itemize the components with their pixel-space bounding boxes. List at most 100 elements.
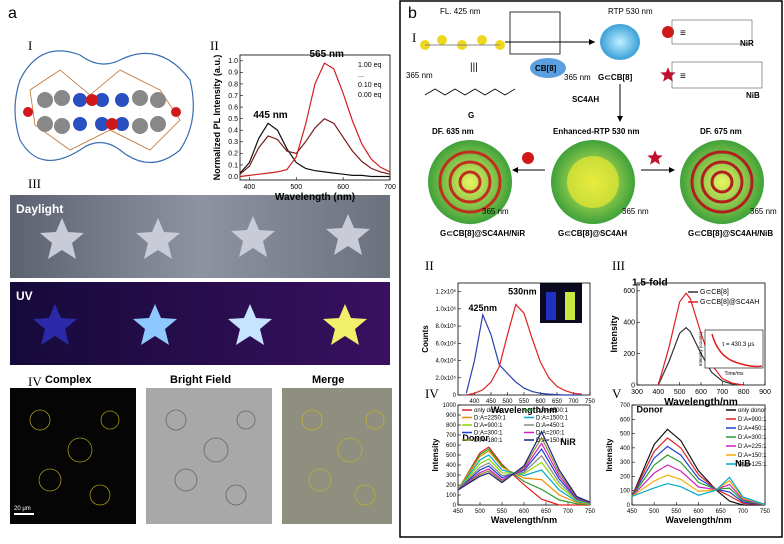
x-tick-label: 500 (649, 509, 660, 515)
series-line (457, 436, 591, 503)
x-axis-label: Wavelength/nm (491, 515, 557, 525)
annotation: Donor (636, 404, 663, 414)
schematic-text: 365 nm (622, 207, 649, 216)
scale-bar-label: 20 μm (14, 506, 31, 512)
schematic-text: RTP 530 nm (608, 7, 653, 16)
inset-text: Intensity (counts) (698, 331, 703, 366)
series-line (631, 454, 766, 506)
y-axis-label: Normalized PL Intensity (a.u.) (212, 55, 222, 181)
y-tick-label: 0.1 (228, 162, 238, 169)
legend-label: D:A=1500:1 (536, 416, 569, 422)
schematic-text: G⊂CB[8]@SC4AH (558, 229, 627, 238)
legend-label: D:A=150:1 (536, 438, 565, 444)
y-tick-label: 1000 (443, 403, 457, 409)
panel-label: II (210, 38, 219, 53)
y-tick-label: 400 (620, 446, 631, 452)
series-line (631, 428, 765, 506)
vial (546, 292, 556, 320)
series-line (239, 62, 391, 178)
y-tick-label: 0.0 (228, 174, 238, 181)
series-line (239, 122, 390, 178)
plot-frame (239, 54, 391, 181)
series-line (631, 464, 766, 506)
y-tick-label: 2.0x10⁵ (435, 375, 456, 382)
photo-label: Merge (312, 374, 344, 386)
y-tick-label: 400 (446, 463, 457, 469)
x-tick-label: 400 (244, 184, 256, 191)
panel-label: IV (425, 386, 439, 401)
molecular-structure (14, 50, 194, 163)
y-tick-label: 100 (620, 489, 631, 495)
annotation: Donor (462, 433, 489, 443)
panel-label: III (612, 258, 625, 273)
inset-text: τ = 430.3 μs (722, 342, 754, 348)
x-tick-label: 500 (674, 389, 686, 396)
x-tick-label: 550 (497, 509, 508, 515)
panel-border (399, 0, 783, 538)
y-tick-label: 0 (631, 382, 635, 389)
y-tick-label: 0.6 (228, 104, 238, 111)
y-tick-label: 300 (620, 460, 631, 466)
y-tick-label: 0.2 (228, 151, 238, 158)
panel-label: IV (28, 374, 42, 389)
schematic-text: Enhanced-RTP 530 nm (553, 127, 640, 136)
legend-label: D:A=180:1 (474, 438, 503, 444)
legend-label: G⊂CB[8] (700, 289, 729, 296)
y-tick-label: 600 (446, 443, 457, 449)
x-tick-label: 750 (585, 509, 596, 515)
x-tick-label: 550 (671, 509, 682, 515)
x-tick-label: 450 (486, 399, 497, 405)
x-axis-label: Wavelength/nm (665, 515, 731, 525)
panel-label: I (28, 38, 32, 53)
y-tick-label: 600 (620, 417, 631, 423)
x-tick-label: 700 (384, 184, 396, 191)
legend-label: only donor (738, 408, 766, 414)
svg-text:≡: ≡ (680, 71, 686, 82)
photo-label: Bright Field (170, 374, 231, 386)
y-tick-label: 200 (620, 474, 631, 480)
y-tick-label: 400 (623, 320, 635, 327)
series-line (631, 445, 766, 506)
micrograph (146, 388, 272, 524)
legend-label: D:A=300:1 (474, 431, 503, 437)
x-tick-label: 650 (552, 399, 563, 405)
schematic-text: DF. 675 nm (700, 127, 742, 136)
y-tick-label: 6.0x10⁵ (435, 340, 456, 347)
x-tick-label: 750 (760, 509, 771, 515)
series-line (465, 312, 582, 396)
eq-label: 0.10 eq (358, 82, 381, 89)
panel-label: III (28, 176, 41, 191)
schematic-text: 365 nm (406, 71, 433, 80)
y-tick-label: 0.7 (228, 93, 238, 100)
y-tick-label: 8.0x10⁵ (435, 323, 456, 330)
y-tick-label: 800 (446, 423, 457, 429)
photo-label: Complex (45, 374, 92, 386)
eq-label: 0.00 eq (358, 92, 381, 99)
micrograph (282, 388, 392, 524)
legend-label: D:A=4500:1 (536, 408, 569, 414)
x-tick-label: 450 (627, 509, 638, 515)
x-tick-label: 700 (563, 509, 574, 515)
schematic-text: G⊂CB[8]@SC4AH/NiR (440, 229, 525, 238)
series-line (457, 442, 591, 504)
series-line (457, 450, 591, 505)
series-line (457, 448, 591, 506)
y-tick-label: 100 (446, 493, 457, 499)
series-line (457, 430, 591, 503)
y-tick-label: 0 (453, 503, 457, 509)
legend-label: D:A=2250:1 (474, 416, 507, 422)
series-line (657, 292, 744, 386)
schematic-text: G⊂CB[8] (598, 73, 633, 82)
x-tick-label: 400 (469, 399, 480, 405)
schematic: ||| ≡ ≡ (420, 11, 764, 224)
schematic-text: DF. 635 nm (432, 127, 474, 136)
legend-label: D:A=450:1 (536, 423, 565, 429)
x-tick-label: 500 (475, 509, 486, 515)
photo-label: Daylight (16, 202, 63, 216)
schematic-text: G (468, 111, 474, 120)
x-tick-label: 500 (502, 399, 513, 405)
schematic-text: NiR (740, 39, 754, 48)
y-axis-label: Intensity (605, 438, 614, 471)
schematic-text: 365 nm (564, 73, 591, 82)
y-axis-label: Intensity (609, 315, 619, 352)
